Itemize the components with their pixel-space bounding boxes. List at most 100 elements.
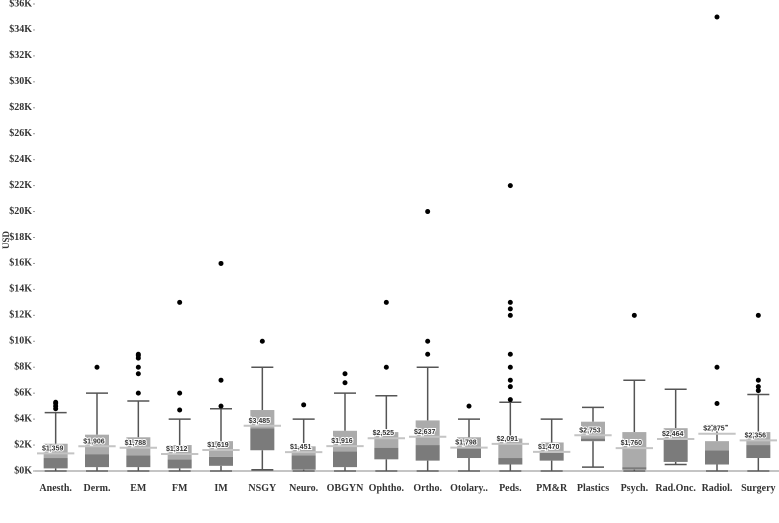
y-tick-label: $36K xyxy=(9,0,32,9)
outlier xyxy=(218,260,224,266)
y-tick-label: $28K xyxy=(9,102,32,113)
outlier xyxy=(218,377,224,383)
box-lower xyxy=(581,438,605,442)
outlier xyxy=(135,371,141,377)
mean-label: $1,359 xyxy=(42,445,64,452)
mean-label: $1,916 xyxy=(331,438,353,445)
box-lower xyxy=(333,451,357,468)
outlier xyxy=(507,299,513,305)
y-axis-label: USD xyxy=(1,231,11,250)
outlier xyxy=(218,403,224,409)
outlier xyxy=(135,390,141,396)
x-tick-label: Rad.Onc. xyxy=(655,483,696,494)
box-lower xyxy=(209,456,233,466)
outlier xyxy=(507,377,513,383)
x-tick-label: Psych. xyxy=(621,483,649,494)
outlier xyxy=(755,377,761,383)
x-tick-label: Peds. xyxy=(499,483,522,494)
x-tick-label: Radiol. xyxy=(702,483,733,494)
x-tick-label: Plastics xyxy=(577,483,609,494)
y-tick-label: $2K xyxy=(14,439,32,450)
outlier xyxy=(383,299,389,305)
x-tick-label: OBGYN xyxy=(327,483,364,494)
outlier xyxy=(755,312,761,318)
outlier xyxy=(342,371,348,377)
y-tick-label: $30K xyxy=(9,76,32,87)
mean-label: $2,091 xyxy=(497,436,519,443)
box-upper xyxy=(43,443,68,459)
outlier xyxy=(507,306,513,312)
y-tick-label: $4K xyxy=(14,413,32,424)
box-lower xyxy=(167,459,192,469)
mean-label: $2,753 xyxy=(579,427,601,434)
y-tick-label: $8K xyxy=(14,362,32,373)
mean-label: $2,875 xyxy=(703,426,725,433)
box-lower xyxy=(250,428,275,451)
outlier xyxy=(53,399,59,405)
x-tick-label: Otolary.. xyxy=(450,483,488,494)
outlier xyxy=(135,351,141,357)
mean-label: $2,637 xyxy=(414,429,436,436)
outlier xyxy=(714,401,720,407)
outlier xyxy=(425,209,431,215)
box-upper xyxy=(250,410,275,429)
y-tick-label: $26K xyxy=(9,128,32,139)
x-tick-label: Ortho. xyxy=(413,483,442,494)
mean-label: $1,798 xyxy=(455,440,477,447)
box-upper xyxy=(415,420,440,446)
y-tick-label: $22K xyxy=(9,180,32,191)
y-tick-label: $20K xyxy=(9,206,32,217)
outlier xyxy=(177,390,183,396)
y-tick-label: $6K xyxy=(14,387,32,398)
outlier xyxy=(507,364,513,370)
box-lower xyxy=(663,438,688,462)
outlier xyxy=(177,299,183,305)
outlier xyxy=(135,364,141,370)
outlier xyxy=(507,384,513,390)
y-tick-label: $14K xyxy=(9,284,32,295)
mean-label: $2,356 xyxy=(745,432,767,439)
outlier xyxy=(259,338,265,344)
box-upper xyxy=(622,432,647,468)
box-lower xyxy=(705,450,729,465)
y-tick-label: $34K xyxy=(9,24,32,35)
x-tick-label: Anesth. xyxy=(39,483,72,494)
y-tick-label: $0K xyxy=(14,465,32,476)
box-upper xyxy=(126,437,151,456)
mean-label: $2,525 xyxy=(373,430,395,437)
outlier xyxy=(755,388,761,394)
x-tick-label: PM&R xyxy=(536,483,568,494)
outlier xyxy=(342,380,348,386)
mean-label: $3,485 xyxy=(249,418,271,425)
box-upper xyxy=(457,437,481,448)
y-tick-label: $18K xyxy=(9,232,32,243)
outlier xyxy=(301,402,307,408)
mean-label: $1,788 xyxy=(125,440,147,447)
box-lower xyxy=(85,454,109,468)
outlier xyxy=(631,312,637,318)
x-tick-label: NSGY xyxy=(248,483,277,494)
mean-label: $2,464 xyxy=(662,431,684,438)
box-lower xyxy=(622,467,647,470)
y-tick-label: $10K xyxy=(9,336,32,347)
box-upper xyxy=(209,441,233,457)
box-lower xyxy=(126,455,151,468)
box-lower xyxy=(374,447,399,460)
box-upper xyxy=(705,441,729,451)
box-lower xyxy=(415,445,440,461)
box-upper xyxy=(539,442,564,453)
x-tick-label: Surgery xyxy=(741,483,775,494)
outlier xyxy=(714,14,720,20)
outlier xyxy=(755,384,761,390)
box-upper xyxy=(85,434,109,455)
mean-label: $1,312 xyxy=(166,446,188,453)
x-tick-label: Neuro. xyxy=(289,483,318,494)
y-tick-label: $12K xyxy=(9,310,32,321)
box-lower xyxy=(539,452,564,461)
outlier xyxy=(507,397,513,403)
mean-label: $1,906 xyxy=(83,438,105,445)
outlier xyxy=(507,351,513,357)
y-tick-label: $24K xyxy=(9,154,32,165)
x-tick-label: Ophtho. xyxy=(369,483,405,494)
